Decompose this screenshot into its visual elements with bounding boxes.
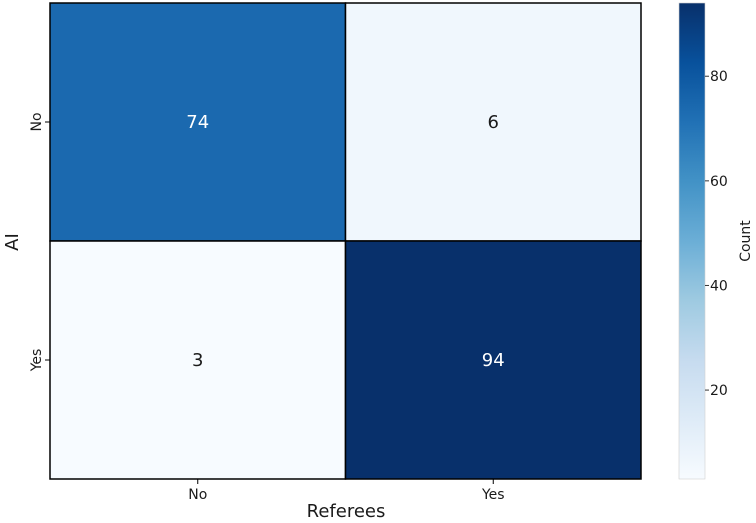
heatmap-cell [344,240,642,480]
x-tick-label: No [188,487,207,503]
heatmap-cell [49,2,347,242]
colorbar-tick-label: 20 [710,383,728,399]
y-tick-label: Yes [29,349,45,373]
y-tick-label: No [29,112,45,131]
cell-value-label: 94 [482,350,505,371]
heatmap-cell-labels: 74 6 3 94 [186,112,504,371]
colorbar-gradient [678,2,706,480]
x-axis-label: Referees [307,501,386,522]
colorbar-tick-label: 80 [710,69,728,85]
y-axis-ticks: No Yes [29,112,50,372]
heatmap-cell [49,240,347,480]
colorbar-tick-label: 60 [710,174,728,190]
colorbar: 20 40 60 80 [678,2,728,480]
heatmap-cells [49,2,642,480]
heatmap-cell [344,2,642,242]
cell-value-label: 3 [192,350,203,371]
colorbar-tick-label: 40 [710,278,728,294]
cell-value-label: 74 [186,112,209,133]
x-tick-label: Yes [481,487,505,503]
y-axis-label: AI [2,233,23,251]
colorbar-label: Count [738,220,754,262]
cell-value-label: 6 [488,112,499,133]
x-axis-ticks: No Yes [188,479,505,503]
